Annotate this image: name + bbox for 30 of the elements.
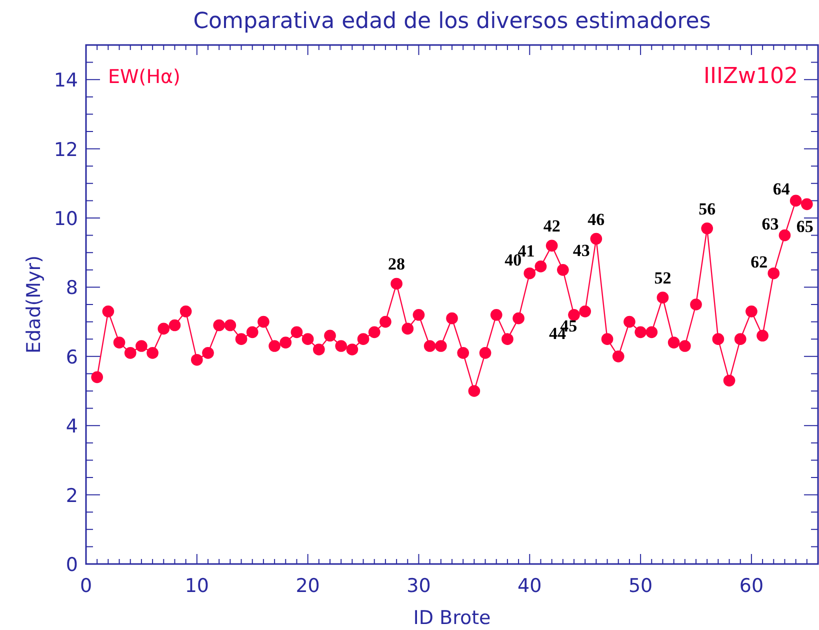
y-tick-label: 14 — [54, 70, 78, 92]
x-tick-label: 40 — [518, 575, 542, 597]
x-tick-label: 30 — [406, 575, 431, 597]
annotation: 56 — [698, 199, 716, 218]
y-tick-label: 8 — [66, 277, 78, 300]
y-tick-label: 2 — [66, 484, 78, 507]
x-tick-label: 0 — [80, 575, 92, 597]
y-tick-label: 12 — [54, 138, 78, 161]
x-tick-label: 50 — [628, 575, 653, 597]
annotation: IIIZw102 — [703, 64, 798, 89]
x-tick-label: 20 — [296, 575, 320, 597]
annotation: 46 — [588, 210, 605, 229]
annotation: 62 — [750, 252, 768, 272]
annotation: 43 — [572, 240, 590, 260]
annotation: 42 — [543, 216, 560, 236]
x-tick-label: 10 — [184, 575, 210, 597]
annotation: 52 — [654, 268, 672, 288]
annotation: 63 — [762, 214, 779, 234]
annotation: 65 — [796, 217, 814, 236]
text: EW(Hα) — [108, 66, 180, 88]
x-axis-title: ID Brote — [413, 607, 491, 629]
y-tick-label: 6 — [66, 346, 78, 368]
chart-title: Comparativa edad de los diversos estimadores — [193, 9, 711, 34]
x-tick-label: 60 — [739, 575, 764, 597]
y-axis-title: Edad(Myr) — [23, 255, 45, 354]
y-tick-label: 4 — [66, 416, 78, 438]
annotation: 64 — [772, 180, 790, 199]
annotation: 28 — [388, 254, 406, 274]
y-tick-label: 0 — [66, 554, 78, 576]
y-tick-label: 10 — [54, 208, 78, 230]
